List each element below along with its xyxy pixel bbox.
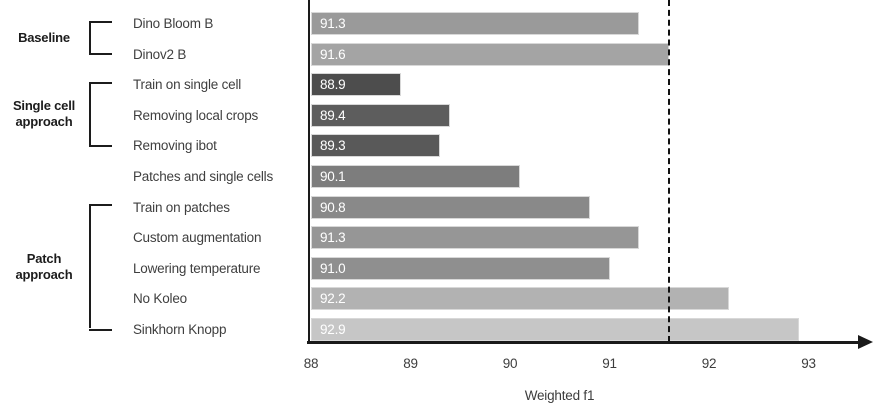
category-label: No Koleo	[133, 291, 187, 307]
group-bracket-vertical	[89, 81, 91, 145]
bar-value-label: 91.3	[320, 230, 346, 246]
group-bracket-tick-top	[89, 81, 112, 84]
y-axis-line	[308, 0, 310, 343]
bar: 89.3	[311, 134, 441, 158]
category-label: Sinkhorn Knopp	[133, 322, 227, 337]
category-label: Dino Bloom B	[133, 16, 214, 31]
category-label: Patches and single cells	[133, 169, 274, 184]
bar-value-label: 89.3	[320, 138, 346, 154]
x-axis-line	[307, 341, 862, 344]
bar: 91.6	[311, 42, 670, 66]
group-bracket-tick-bottom	[89, 328, 112, 331]
baseline-reference-line	[668, 0, 671, 342]
bar: 88.9	[311, 73, 401, 97]
group-label-line: Baseline	[18, 29, 70, 45]
x-tick-label: 92	[701, 356, 717, 371]
bar: 89.4	[311, 103, 451, 127]
x-tick-label: 88	[303, 356, 319, 371]
category-label: Custom augmentation	[133, 230, 262, 246]
bar: 91.3	[311, 226, 640, 250]
bar-value-label: 91.6	[320, 46, 346, 62]
group-bracket-tick-bottom	[89, 144, 112, 147]
category-label: Removing ibot	[133, 138, 217, 154]
bar-value-label: 89.4	[320, 107, 346, 123]
bar-value-label: 91.0	[320, 260, 346, 276]
group-bracket-tick-top	[89, 204, 112, 207]
bar: 92.2	[311, 287, 729, 311]
group-label-line: approach	[15, 114, 73, 130]
x-axis-title: Weighted f1	[524, 388, 595, 403]
bar-value-label: 90.8	[320, 199, 346, 215]
bar: 91.0	[311, 256, 610, 280]
category-label: Lowering temperature	[133, 260, 261, 276]
bar-value-label: 90.1	[320, 169, 346, 184]
x-tick-label: 91	[602, 356, 617, 371]
group-bracket-vertical	[89, 204, 91, 329]
group-label-line: approach	[15, 267, 73, 283]
category-label: Dinov2 B	[133, 46, 187, 62]
bar: 90.8	[311, 195, 590, 219]
group-label: Single cell approach	[0, 98, 88, 130]
bar: 91.3	[311, 12, 640, 35]
bar-value-label: 91.3	[320, 16, 346, 31]
x-tick-label: 89	[403, 356, 418, 371]
category-label: Removing local crops	[133, 107, 259, 123]
group-label-line: Patch	[26, 251, 62, 267]
group-label: Baseline	[0, 30, 88, 46]
bar-value-label: 92.9	[320, 322, 346, 337]
category-label: Train on patches	[133, 199, 230, 215]
category-label: Train on single cell	[133, 77, 242, 93]
bar: 90.1	[311, 165, 520, 188]
bar: 92.9	[311, 318, 799, 341]
group-bracket-tick-top	[89, 20, 112, 23]
group-bracket-tick-bottom	[89, 53, 112, 56]
x-tick-label: 90	[502, 356, 518, 371]
group-bracket-vertical	[89, 20, 91, 54]
group-label: Patch approach	[0, 251, 88, 283]
x-axis-arrowhead-icon	[858, 335, 873, 349]
bar-value-label: 88.9	[320, 77, 346, 93]
bar-value-label: 92.2	[320, 291, 346, 307]
group-label-line: Single cell	[12, 98, 76, 114]
x-tick-label: 93	[801, 356, 816, 371]
